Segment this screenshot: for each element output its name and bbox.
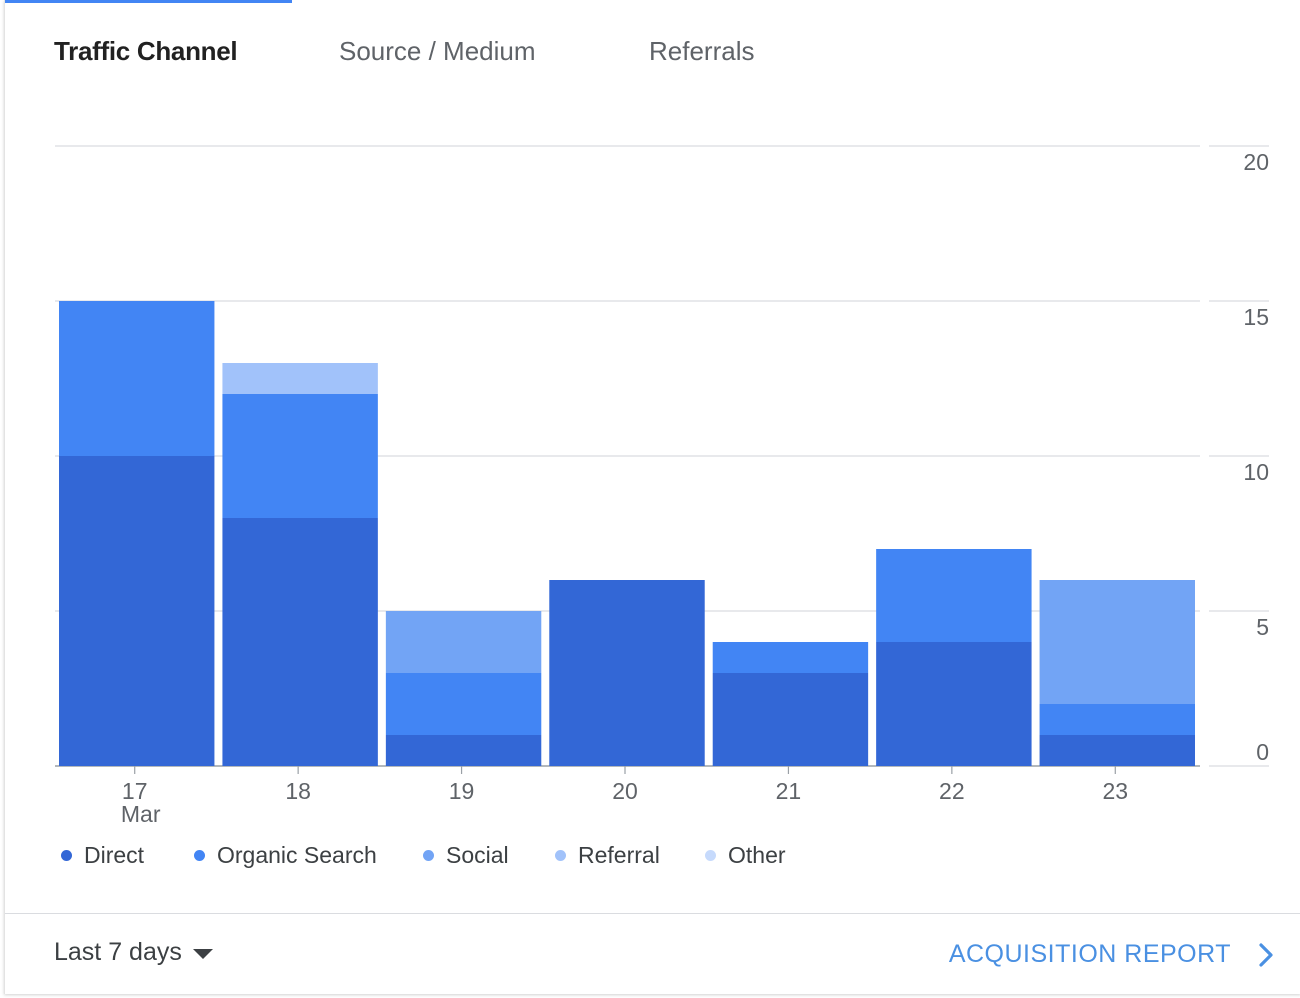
date-range-label: Last 7 days bbox=[54, 938, 182, 966]
y-tick-label: 15 bbox=[1243, 304, 1269, 330]
legend-dot-icon bbox=[555, 850, 566, 861]
bar-segment bbox=[1039, 735, 1195, 766]
x-tick-label: 23 bbox=[1102, 778, 1128, 804]
bar-segment bbox=[712, 673, 869, 766]
footer-divider bbox=[5, 913, 1300, 914]
legend-dot-icon bbox=[61, 850, 72, 861]
legend-label: Organic Search bbox=[217, 842, 377, 868]
legend-label: Direct bbox=[84, 842, 145, 868]
x-tick-label: 22 bbox=[939, 778, 965, 804]
legend-item[interactable]: Other bbox=[705, 842, 786, 869]
traffic-card: Traffic Channel Source / Medium Referral… bbox=[4, 0, 1300, 994]
legend-dot-icon bbox=[423, 850, 434, 861]
bar-segment bbox=[59, 301, 215, 456]
acquisition-report-link[interactable]: ACQUISITION REPORT bbox=[949, 940, 1275, 969]
legend-item[interactable]: Social bbox=[423, 842, 509, 869]
x-month-label: Mar bbox=[121, 801, 161, 827]
bar-segment bbox=[876, 549, 1032, 642]
bar-segment bbox=[712, 642, 869, 673]
legend-item[interactable]: Referral bbox=[555, 842, 660, 869]
bar-segment bbox=[222, 518, 378, 766]
x-tick-label: 18 bbox=[285, 778, 311, 804]
bar-segment bbox=[385, 735, 542, 766]
bar-segment bbox=[876, 642, 1032, 766]
bar-segment bbox=[385, 673, 542, 735]
bar-segment bbox=[59, 456, 215, 766]
x-tick-label: 19 bbox=[449, 778, 475, 804]
chevron-right-icon bbox=[1259, 942, 1273, 967]
bar-segment bbox=[385, 611, 542, 673]
active-tab-indicator bbox=[5, 0, 292, 3]
x-tick-label: 20 bbox=[612, 778, 638, 804]
legend-label: Referral bbox=[578, 842, 660, 868]
y-tick-label: 20 bbox=[1243, 149, 1269, 175]
legend-dot-icon bbox=[194, 850, 205, 861]
x-tick-label: 21 bbox=[776, 778, 802, 804]
legend-item[interactable]: Organic Search bbox=[194, 842, 377, 869]
legend-label: Other bbox=[728, 842, 786, 868]
legend-dot-icon bbox=[705, 850, 716, 861]
tab-source-medium[interactable]: Source / Medium bbox=[339, 36, 536, 66]
bar-segment bbox=[549, 580, 705, 766]
y-tick-label: 0 bbox=[1256, 739, 1269, 765]
tab-referrals[interactable]: Referrals bbox=[649, 36, 755, 66]
bar-segment bbox=[1039, 704, 1195, 735]
tab-traffic-channel[interactable]: Traffic Channel bbox=[54, 36, 238, 66]
bar-segment bbox=[222, 394, 378, 518]
bar-segment bbox=[1039, 580, 1195, 704]
y-tick-label: 10 bbox=[1243, 459, 1269, 485]
x-tick-label: 17 bbox=[122, 778, 148, 804]
bar-segment bbox=[222, 363, 378, 394]
y-tick-label: 5 bbox=[1256, 614, 1269, 640]
date-range-dropdown[interactable]: Last 7 days bbox=[54, 938, 213, 967]
legend-label: Social bbox=[446, 842, 509, 868]
caret-down-icon bbox=[192, 948, 213, 959]
tab-bar: Traffic Channel Source / Medium Referral… bbox=[5, 0, 1300, 100]
legend-item[interactable]: Direct bbox=[61, 842, 144, 869]
acquisition-report-label: ACQUISITION REPORT bbox=[948, 940, 1231, 968]
